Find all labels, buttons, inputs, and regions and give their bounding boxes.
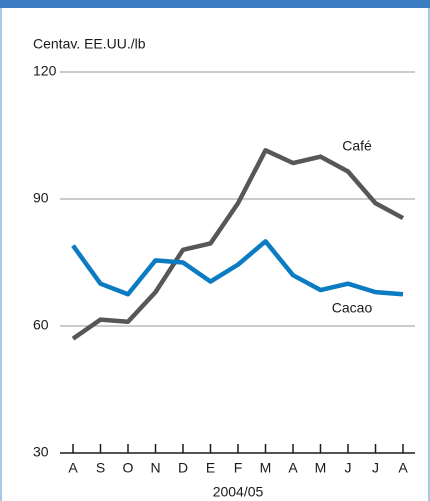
x-tick-label: A (398, 460, 408, 476)
y-tick-label: 90 (33, 190, 49, 206)
x-tick-label: M (315, 460, 327, 476)
top-band (0, 0, 430, 8)
x-tick-label: S (96, 460, 105, 476)
series-line (71, 239, 404, 297)
x-tick-label: F (234, 460, 243, 476)
y-tick-label: 30 (33, 444, 49, 460)
y-axis-label: Centav. EE.UU./lb (33, 36, 146, 52)
x-tick-label: O (123, 460, 134, 476)
x-tick-label: M (260, 460, 272, 476)
series-label: Cacao (332, 300, 373, 316)
x-axis-label: 2004/05 (213, 484, 264, 500)
series-label: Café (342, 138, 372, 154)
x-tick-label: J (345, 460, 352, 476)
y-tick-label: 60 (33, 317, 49, 333)
x-tick-label: A (68, 460, 78, 476)
x-tick-label: E (206, 460, 215, 476)
y-tick-label: 120 (33, 63, 57, 79)
x-tick-label: A (288, 460, 298, 476)
x-tick-label: N (150, 460, 160, 476)
x-tick-label: J (372, 460, 379, 476)
x-tick-label: D (178, 460, 188, 476)
series-line (71, 148, 405, 341)
